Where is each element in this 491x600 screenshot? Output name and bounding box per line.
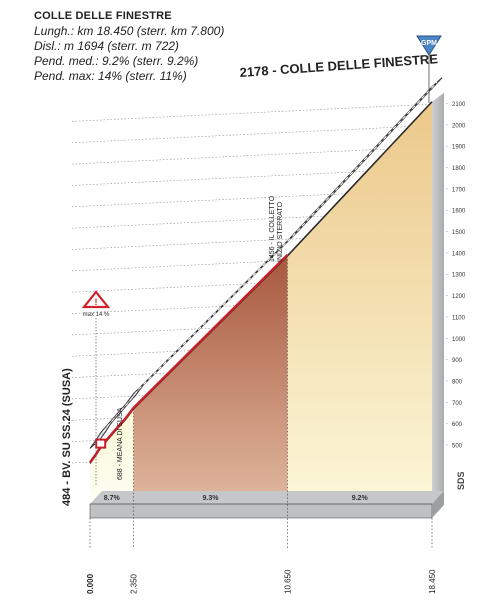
gpm-badge: GPM — [421, 40, 437, 47]
colletto-label-line2: INIZIO STERRATO — [277, 201, 284, 262]
altitude-axis: 500 600 700 800 900 1000 1100 1200 1300 1400 1500 1… — [452, 102, 466, 450]
gpm-flag: GPM — [416, 35, 442, 103]
start-flag — [95, 438, 107, 449]
altitude-tick-label: 1800 — [452, 166, 466, 172]
colletto-label-line1: 1456 - IL COLLETTO — [269, 195, 276, 262]
segment-grade-label: 9.3% — [203, 495, 220, 502]
altitude-tick-label: 1700 — [452, 187, 466, 193]
summit-label: 2178 - COLLE DELLE FINESTRE — [239, 51, 439, 80]
road-surface — [89, 77, 443, 449]
base-side — [432, 491, 444, 518]
altitude-tick-label: 1500 — [452, 230, 466, 236]
climb-title: COLLE DELLE FINESTRE — [34, 10, 172, 22]
paved-section-edge — [89, 254, 289, 464]
altitude-tick-label: 600 — [452, 422, 463, 428]
length-line: Lungh.: km 18.450 (sterr. km 7.800) — [34, 24, 225, 38]
sds-logo: SDS — [456, 471, 466, 490]
distance-tick-label: 2.350 — [130, 573, 139, 594]
gridline — [71, 124, 449, 144]
distance-tick-label: 0.000 — [86, 573, 95, 594]
base-top — [90, 491, 444, 504]
altitude-tick-label: 1100 — [452, 315, 466, 321]
altitude-tick-label: 1400 — [452, 251, 466, 257]
altitude-tick-label: 1300 — [452, 273, 466, 279]
segment-area — [287, 101, 432, 504]
altitude-tick-label: 1200 — [452, 294, 466, 300]
max-grade-line: Pend. max: 14% (sterr. 11%) — [34, 69, 187, 83]
altitude-tick-label: 500 — [452, 444, 463, 450]
distance-axis: 0.000 2.350 10.650 18.450 — [86, 569, 437, 594]
distance-tick-label: 18.450 — [428, 569, 437, 594]
segment-area — [90, 408, 134, 504]
max-grade-label: max 14 % — [83, 312, 110, 318]
climb-line: Disl.: m 1694 (sterr. m 722) — [34, 39, 179, 53]
max-grade-marker: ! max 14 % — [81, 290, 111, 485]
avg-grade-line: Pend. med.: 9.2% (sterr. 9.2%) — [34, 54, 199, 68]
segment-areas — [90, 92, 444, 504]
segment-grade-label: 9.2% — [352, 495, 369, 502]
max-grade-warning-icon: ! — [95, 297, 98, 307]
altitude-tick-label: 1000 — [452, 337, 466, 343]
altitude-tick-label: 700 — [452, 401, 463, 407]
altitude-tick-label: 2100 — [452, 102, 466, 108]
base-front — [89, 503, 433, 519]
start-label: 484 - BV. SU SS.24 (SUSA) — [61, 368, 73, 506]
distance-tick-label: 10.650 — [283, 569, 292, 594]
altitude-tick-label: 2000 — [452, 123, 466, 129]
altitude-tick-label: 800 — [452, 379, 463, 385]
climb-info-panel: COLLE DELLE FINESTRE Lungh.: km 18.450 (… — [34, 9, 224, 84]
altitude-tick-label: 900 — [452, 358, 463, 364]
altitude-tick-label: 1900 — [452, 145, 466, 151]
segment-area — [133, 255, 288, 504]
road-centerline — [94, 81, 438, 445]
side-face — [432, 92, 444, 504]
road-ribbon — [89, 77, 443, 464]
km-lines — [89, 255, 433, 548]
segment-grade-label: 8.7% — [104, 495, 121, 502]
base-strip: 8.7% 9.3% 9.2% — [89, 491, 444, 519]
gridline — [71, 103, 449, 122]
meana-label: 688 - MEANA DI SUSA — [117, 407, 124, 480]
altitude-tick-label: 1600 — [452, 209, 466, 215]
